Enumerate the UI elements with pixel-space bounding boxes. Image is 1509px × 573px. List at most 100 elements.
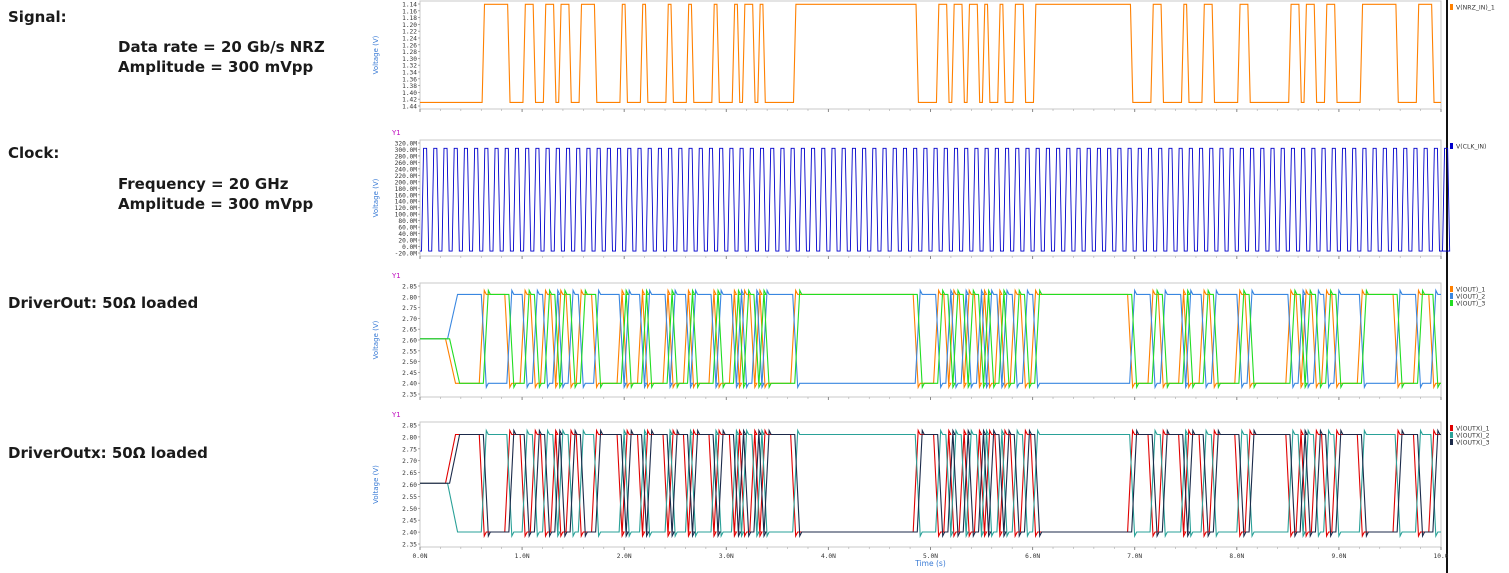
y-tick-label: 1.16 <box>402 8 417 15</box>
y-tick-label: 2.55 <box>402 494 417 501</box>
y-tick-label: 1.32 <box>402 63 417 70</box>
y-tick-label: 80.0M <box>398 218 417 225</box>
y-tick-label: 280.0M <box>395 153 418 160</box>
y-tick-label: 140.0M <box>395 199 418 206</box>
series-line-v-outx-1 <box>420 428 1441 539</box>
x-tick-label: 0.0N <box>413 553 428 560</box>
y-tick-label: 2.60 <box>402 338 417 345</box>
y-axis-name: Y1 <box>391 411 401 419</box>
legend-swatch <box>1450 432 1453 438</box>
y-tick-label: 1.40 <box>402 90 417 97</box>
y-tick-label: 1.44 <box>402 104 417 111</box>
y-tick-label: 220.0M <box>395 173 418 180</box>
y-tick-label: 2.60 <box>402 482 417 489</box>
y-axis-name: Y1 <box>391 129 401 137</box>
legend-label: V(OUT)_2 <box>1456 294 1485 301</box>
clock-amplitude: Amplitude = 300 mVpp <box>118 195 314 213</box>
y-tick-label: 160.0M <box>395 192 418 199</box>
legend-label: V(OUT)_1 <box>1456 287 1485 294</box>
series-line-v-out-1 <box>420 288 1441 390</box>
y-tick-label: 1.26 <box>402 42 417 49</box>
y-axis-name: Y1 <box>391 272 401 280</box>
y-tick-label: 1.36 <box>402 76 417 83</box>
y-tick-label: 1.20 <box>402 22 417 29</box>
series-line-v-outx-2 <box>420 428 1441 539</box>
y-tick-label: 2.85 <box>402 423 417 430</box>
y-tick-label: 1.38 <box>402 83 417 90</box>
signal-heading: Signal: <box>8 8 67 26</box>
panel-frame <box>419 139 1442 257</box>
y-tick-label: 2.80 <box>402 434 417 441</box>
legend-swatch <box>1450 300 1453 306</box>
y-tick-label: 1.30 <box>402 56 417 63</box>
y-tick-label: 2.65 <box>402 470 417 477</box>
y-tick-label: 2.50 <box>402 506 417 513</box>
y-tick-label: 260.0M <box>395 160 418 167</box>
y-tick-label: 60.0M <box>398 225 417 232</box>
panel-2: 320.0M300.0M280.0M260.0M240.0M220.0M200.… <box>372 129 1486 259</box>
x-tick-label: 5.0N <box>923 553 938 560</box>
legend-column <box>1444 0 1509 573</box>
x-tick-label: 6.0N <box>1025 553 1040 560</box>
y-tick-label: 2.75 <box>402 446 417 453</box>
x-tick-label: 10.0 <box>1434 553 1449 560</box>
y-axis-label: Voltage (V) <box>372 35 380 74</box>
series-line-v-nrz-in-1 <box>420 3 1441 104</box>
legend-swatch <box>1450 439 1453 445</box>
y-tick-label: -20.0M <box>395 251 418 258</box>
x-tick-label: 1.0N <box>515 553 530 560</box>
y-axis-label: Voltage (V) <box>372 465 380 504</box>
y-axis-label: Voltage (V) <box>372 320 380 359</box>
y-tick-label: 320.0M <box>395 141 418 148</box>
x-tick-label: 3.0N <box>719 553 734 560</box>
legend-swatch <box>1450 143 1453 149</box>
y-tick-label: 120.0M <box>395 205 418 212</box>
y-tick-label: 180.0M <box>395 186 418 193</box>
signal-data-rate: Data rate = 20 Gb/s NRZ <box>118 38 325 56</box>
y-tick-label: 1.28 <box>402 49 417 56</box>
y-tick-label: 2.70 <box>402 316 417 323</box>
legend-label: V(OUTX)_3 <box>1456 440 1490 447</box>
panel-1: 1.141.161.181.201.221.241.261.281.301.32… <box>372 0 1495 112</box>
panel-3: 2.85 2.80 2.75 2.70 2.65 2.60 2.55 2.50 2.45 2.40… <box>372 272 1485 400</box>
panel-frame <box>419 0 1442 110</box>
y-tick-label: 300.0M <box>395 147 418 154</box>
y-tick-label: 1.22 <box>402 29 417 36</box>
x-tick-label: 4.0N <box>821 553 836 560</box>
y-tick-label: 2.85 <box>402 284 417 291</box>
legend-label: V(OUT)_3 <box>1456 301 1485 308</box>
x-tick-label: 8.0N <box>1229 553 1244 560</box>
legend-swatch <box>1450 286 1453 292</box>
y-tick-label: 40.0M <box>398 231 417 238</box>
driver-out-label: DriverOut: 50Ω loaded <box>8 294 199 312</box>
y-tick-label: 2.55 <box>402 348 417 355</box>
series-line-v-outx-3 <box>420 428 1441 539</box>
y-tick-label: 2.65 <box>402 327 417 334</box>
y-tick-label: 1.18 <box>402 15 417 22</box>
y-tick-label: 2.80 <box>402 294 417 301</box>
x-tick-label: 7.0N <box>1127 553 1142 560</box>
y-axis-label: Voltage (V) <box>372 178 380 217</box>
clock-heading: Clock: <box>8 144 60 162</box>
legend-swatch <box>1450 4 1453 10</box>
x-tick-label: 9.0N <box>1331 553 1346 560</box>
y-tick-label: 1.24 <box>402 36 417 43</box>
signal-amplitude: Amplitude = 300 mVpp <box>118 58 314 76</box>
y-tick-label: 2.70 <box>402 458 417 465</box>
y-tick-label: 2.75 <box>402 305 417 312</box>
y-tick-label: 1.14 <box>402 2 417 9</box>
y-tick-label: 1.34 <box>402 70 417 77</box>
y-tick-label: 2.35 <box>402 392 417 399</box>
y-tick-label: 2.35 <box>402 542 417 549</box>
legend-label: V(CLK_IN) <box>1456 144 1486 151</box>
y-tick-label: 1.42 <box>402 97 417 104</box>
clock-frequency: Frequency = 20 GHz <box>118 175 289 193</box>
legend-label: V(NRZ_IN)_1 <box>1456 5 1495 12</box>
legend-swatch <box>1450 425 1453 431</box>
x-tick-label: 2.0N <box>617 553 632 560</box>
series-line-v-out-3 <box>420 288 1441 390</box>
y-tick-label: 20.0M <box>398 238 417 245</box>
driver-outx-label: DriverOutx: 50Ω loaded <box>8 444 208 462</box>
y-tick-label: 200.0M <box>395 179 418 186</box>
y-tick-label: 2.45 <box>402 518 417 525</box>
